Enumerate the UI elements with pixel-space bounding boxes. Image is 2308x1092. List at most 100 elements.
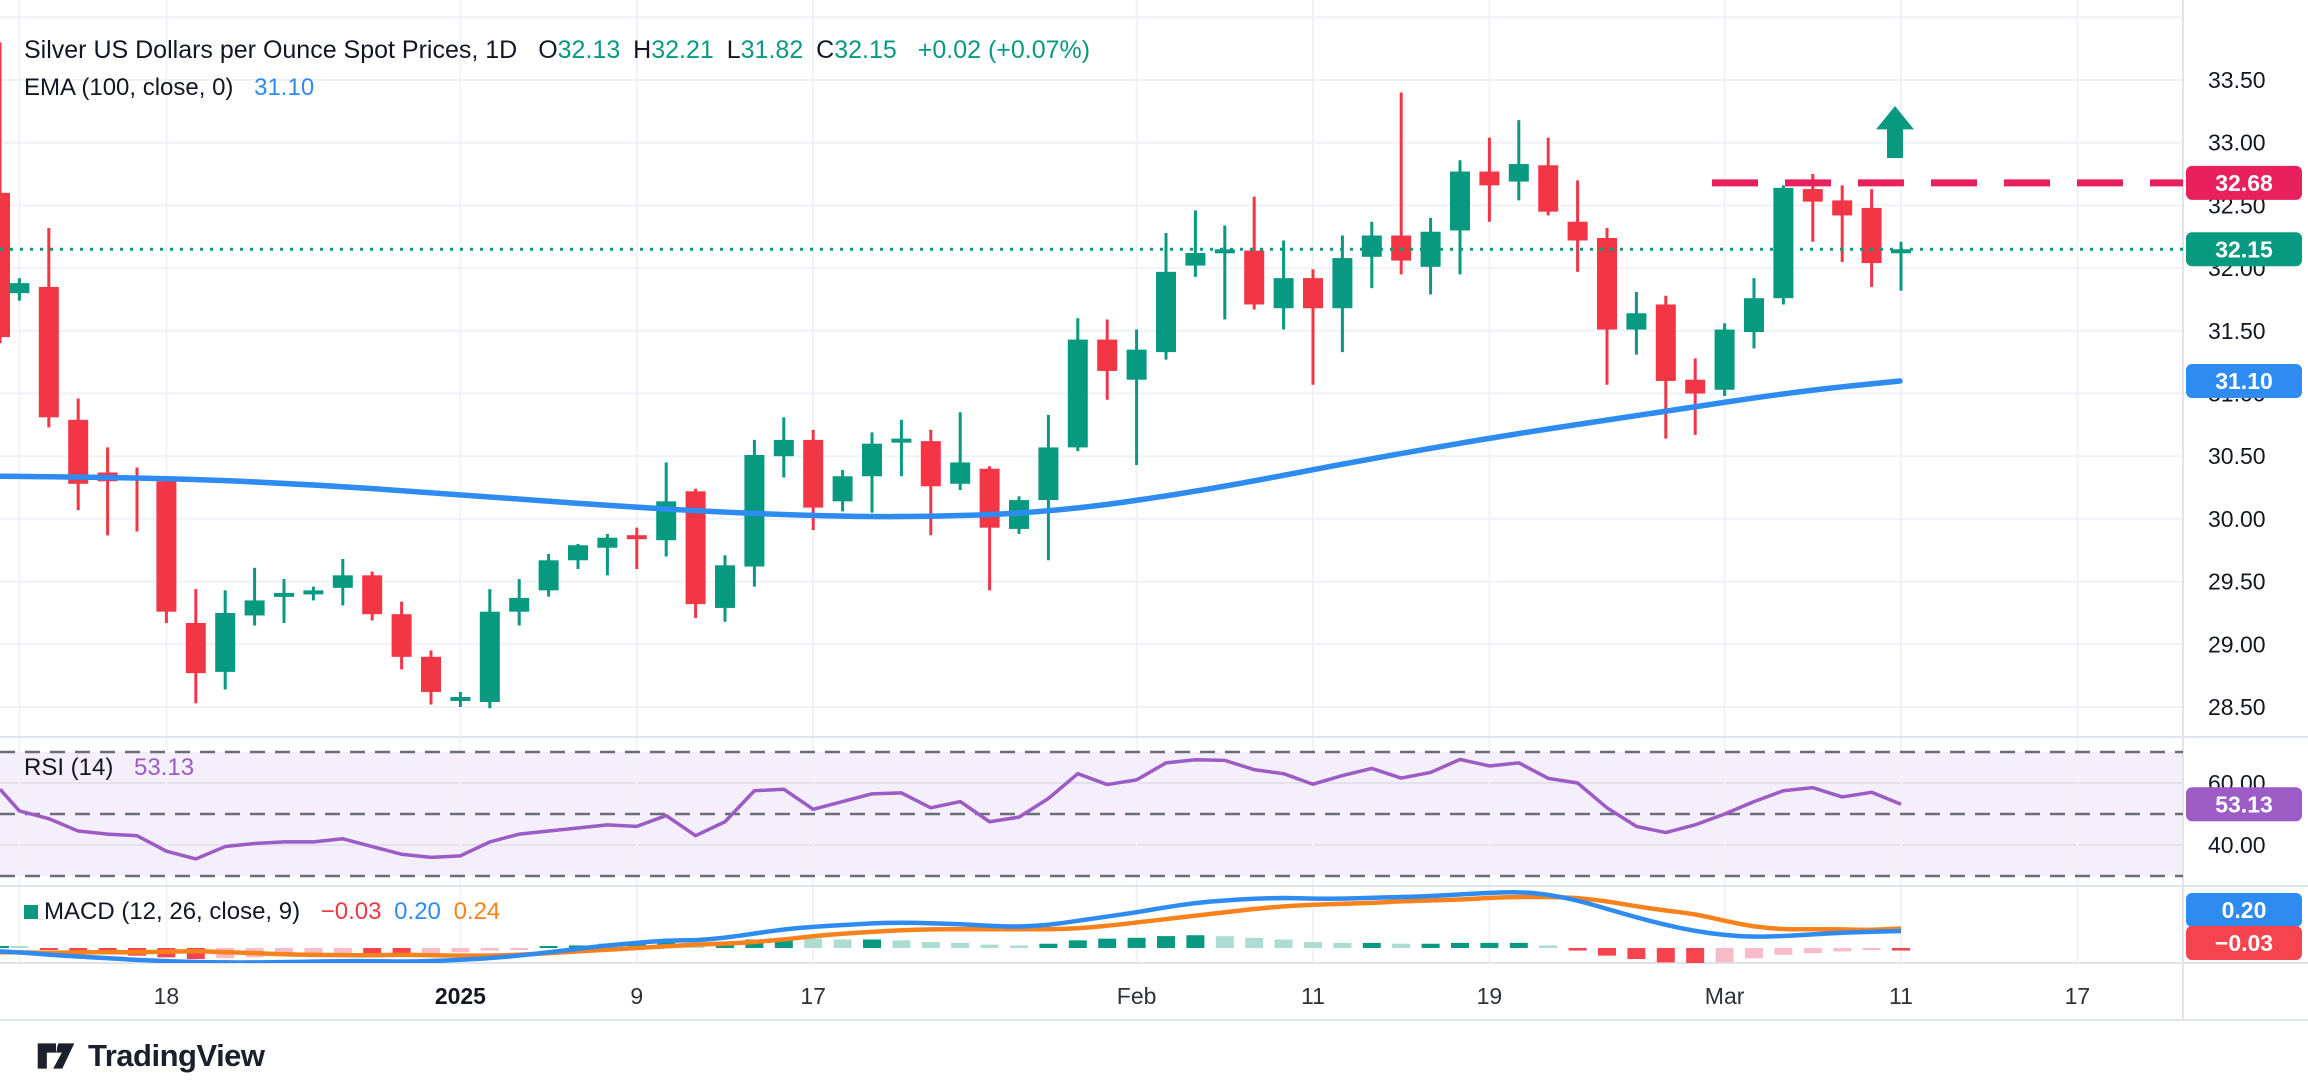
rsi-legend[interactable]: RSI (14) 53.13	[24, 754, 194, 782]
time-label-9: 9	[630, 983, 643, 1009]
time-label-19: 19	[1477, 983, 1503, 1009]
macd-pane[interactable]	[0, 889, 1910, 965]
candle-body	[891, 438, 912, 443]
candle-body	[0, 192, 10, 338]
time-axis[interactable]: 18 2025 9 17 Feb 11 19 Mar 11 17	[154, 983, 2091, 1009]
candle-body	[362, 575, 383, 615]
candle-body	[1273, 278, 1294, 309]
candle-body	[715, 565, 735, 608]
ema-line[interactable]	[0, 378, 1903, 520]
candle-body	[479, 611, 500, 702]
close-label: C	[816, 36, 835, 64]
time-label-2025: 2025	[435, 983, 486, 1009]
svg-text:53.13: 53.13	[2215, 791, 2273, 817]
svg-text:28.50: 28.50	[2208, 694, 2266, 720]
low-value: 31.82	[740, 36, 804, 64]
close-value: 32.15	[834, 36, 897, 64]
candle-body	[979, 468, 1000, 528]
macd-color-chip-icon	[24, 905, 38, 919]
svg-text:30.00: 30.00	[2208, 506, 2266, 532]
macd-legend[interactable]: MACD (12, 26, close, 9) −0.03 0.20 0.24	[24, 898, 500, 926]
candle-body	[862, 443, 882, 477]
candle-body	[1538, 165, 1559, 212]
svg-text:33.00: 33.00	[2208, 130, 2266, 156]
svg-text:40.00: 40.00	[2208, 832, 2266, 858]
svg-text:31.10: 31.10	[2215, 368, 2273, 394]
candles-layer[interactable]	[0, 42, 1911, 709]
candle-body	[1744, 298, 1764, 333]
candle-body	[1567, 221, 1588, 241]
svg-text:29.00: 29.00	[2208, 631, 2266, 657]
candle-body	[685, 491, 706, 605]
tradingview-branding[interactable]: TradingView	[36, 1038, 265, 1074]
candle-body	[509, 597, 530, 612]
low-label: L	[726, 36, 741, 64]
candle-body	[1332, 258, 1353, 309]
candle-body	[1802, 189, 1823, 202]
svg-text:33.50: 33.50	[2208, 67, 2266, 93]
candle-body	[38, 286, 59, 418]
high-value: 32.21	[651, 36, 714, 64]
candle-body	[1655, 304, 1676, 381]
candle-body	[803, 439, 824, 508]
rsi-pane[interactable]	[0, 750, 2183, 878]
candle-body	[1185, 253, 1206, 266]
candle-body	[1067, 339, 1088, 448]
candle-body	[274, 592, 294, 597]
symbol-title[interactable]: Silver US Dollars per Ounce Spot Prices,…	[24, 36, 518, 64]
open-label: O	[538, 36, 558, 64]
candle-body	[1685, 379, 1706, 394]
macd-label: MACD (12, 26, close, 9)	[44, 898, 301, 925]
time-label-Feb: Feb	[1117, 983, 1157, 1009]
time-label-11: 11	[1301, 983, 1325, 1009]
time-label-Mar: Mar	[1705, 983, 1745, 1009]
candle-body	[215, 612, 236, 672]
candle-body	[450, 696, 471, 701]
svg-text:29.50: 29.50	[2208, 569, 2266, 595]
candle-body	[626, 535, 647, 540]
price-badge-31.10: 31.10	[2186, 363, 2302, 398]
candle-body	[1126, 349, 1147, 380]
rsi-line	[0, 757, 1902, 861]
svg-text:0.20: 0.20	[2222, 897, 2267, 923]
time-label-18: 18	[154, 983, 180, 1009]
open-value: 32.13	[557, 36, 621, 64]
svg-text:−0.03: −0.03	[2215, 930, 2273, 956]
candle-body	[773, 439, 794, 457]
ema-label: EMA (100, close, 0)	[24, 74, 234, 101]
candle-body	[1244, 250, 1265, 305]
candle-body	[1479, 171, 1500, 186]
time-label-17: 17	[2065, 983, 2091, 1009]
candle-body	[1832, 200, 1853, 216]
ema-legend[interactable]: EMA (100, close, 0) 31.10	[24, 74, 314, 102]
brand-name: TradingView	[88, 1038, 265, 1073]
macd-hist-value: −0.03	[320, 898, 382, 925]
candle-body	[68, 419, 89, 484]
tradingview-logo-icon	[37, 1043, 75, 1069]
ema-value: 31.10	[254, 74, 315, 101]
svg-text:32.15: 32.15	[2215, 236, 2273, 262]
change-value: +0.02 (+0.07%)	[917, 36, 1091, 64]
macd-signal-value: 0.24	[453, 898, 501, 925]
candle-body	[421, 656, 441, 692]
rsi-value: 53.13	[134, 754, 195, 781]
svg-text:32.68: 32.68	[2215, 170, 2273, 196]
candle-body	[185, 622, 206, 674]
candle-body	[244, 600, 265, 616]
rsi-label: RSI (14)	[24, 754, 114, 781]
candle-body	[1038, 447, 1059, 501]
time-label-11: 11	[1889, 983, 1913, 1009]
candle-body	[920, 441, 941, 487]
price-badge-32.68: 32.68	[2186, 165, 2302, 200]
candle-body	[1626, 313, 1647, 330]
rsi-value-badge: 53.13	[2186, 787, 2302, 822]
up-arrow-annotation[interactable]	[1876, 106, 1914, 158]
candle-body	[1714, 329, 1735, 390]
price-badge-32.15: 32.15	[2186, 232, 2302, 267]
candle-body	[950, 462, 971, 484]
candle-body	[1097, 339, 1118, 371]
candle-body	[156, 481, 177, 612]
price-axis[interactable]: 33.5033.0032.5032.0031.5031.0030.5030.00…	[2186, 67, 2302, 960]
